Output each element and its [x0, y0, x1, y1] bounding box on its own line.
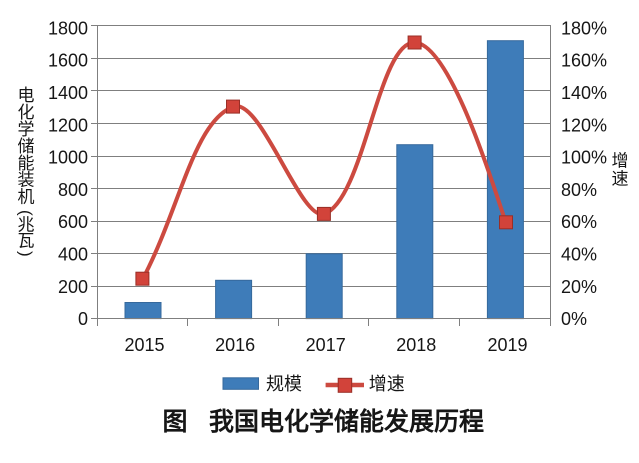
- svg-text:装: 装: [18, 171, 35, 190]
- svg-text:(: (: [16, 210, 35, 216]
- svg-text:2018: 2018: [396, 335, 436, 355]
- svg-text:增速: 增速: [369, 374, 405, 394]
- svg-text:0: 0: [78, 309, 88, 329]
- svg-text:140%: 140%: [561, 83, 607, 103]
- svg-text:600: 600: [58, 212, 88, 232]
- svg-text:1000: 1000: [48, 148, 88, 168]
- svg-text:化: 化: [18, 103, 35, 122]
- svg-text:80%: 80%: [561, 180, 597, 200]
- svg-text:): ): [16, 251, 35, 257]
- svg-text:180%: 180%: [561, 18, 607, 38]
- svg-text:800: 800: [58, 180, 88, 200]
- svg-text:40%: 40%: [561, 245, 597, 265]
- svg-text:100%: 100%: [561, 148, 607, 168]
- svg-text:学: 学: [18, 120, 35, 139]
- svg-text:瓦: 瓦: [18, 232, 35, 251]
- svg-text:电: 电: [18, 86, 35, 105]
- svg-text:规模: 规模: [266, 374, 302, 394]
- svg-text:能: 能: [18, 154, 35, 173]
- svg-text:图: 图: [163, 408, 188, 436]
- svg-text:1800: 1800: [48, 18, 88, 38]
- svg-text:我国电化学储能发展历程: 我国电化学储能发展历程: [209, 407, 484, 436]
- svg-text:0%: 0%: [561, 309, 587, 329]
- svg-text:增: 增: [612, 152, 629, 171]
- svg-text:机: 机: [18, 188, 35, 207]
- svg-text:20%: 20%: [561, 277, 597, 297]
- svg-text:兆: 兆: [18, 215, 35, 234]
- svg-text:120%: 120%: [561, 115, 607, 135]
- svg-text:1200: 1200: [48, 115, 88, 135]
- svg-text:400: 400: [58, 245, 88, 265]
- svg-text:200: 200: [58, 277, 88, 297]
- svg-text:2015: 2015: [124, 335, 164, 355]
- svg-text:速: 速: [612, 169, 629, 188]
- svg-text:2017: 2017: [306, 335, 346, 355]
- svg-text:2019: 2019: [487, 335, 527, 355]
- svg-text:2016: 2016: [215, 335, 255, 355]
- svg-text:60%: 60%: [561, 212, 597, 232]
- svg-text:1600: 1600: [48, 51, 88, 71]
- svg-text:储: 储: [18, 137, 35, 156]
- svg-text:160%: 160%: [561, 51, 607, 71]
- svg-text:1400: 1400: [48, 83, 88, 103]
